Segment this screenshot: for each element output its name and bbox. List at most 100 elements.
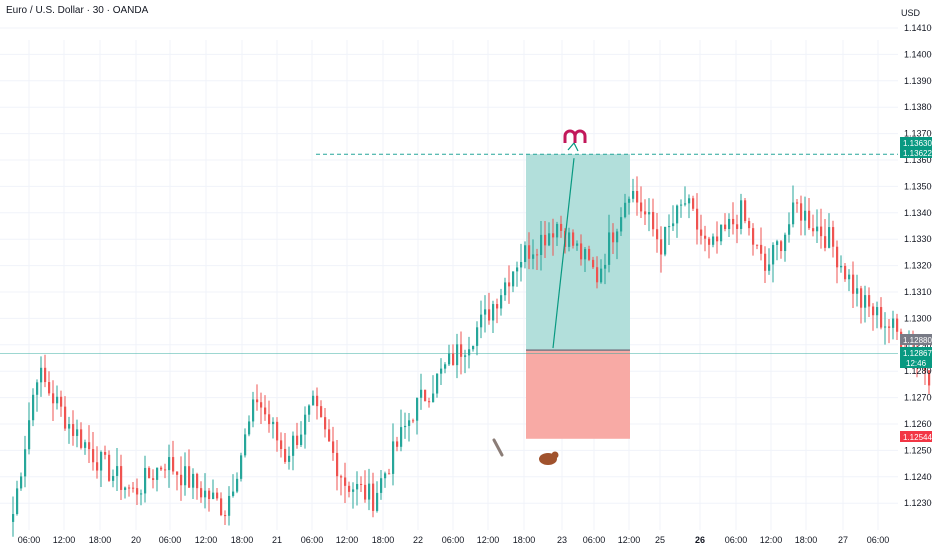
price-tag-box	[900, 431, 932, 442]
candle-body	[684, 203, 687, 205]
candle-body	[516, 267, 519, 272]
candle-body	[420, 389, 423, 398]
candle-body	[332, 441, 335, 453]
time-tick-label: 26	[695, 535, 705, 545]
candle-body	[464, 355, 467, 357]
candle-body	[352, 489, 355, 492]
candle-body	[204, 490, 207, 498]
price-tag-value: 1.12867	[903, 349, 932, 358]
candle-body	[272, 421, 275, 425]
candle-body	[472, 345, 475, 350]
candle-body	[224, 515, 227, 517]
candle-body	[408, 420, 411, 426]
candle-body	[812, 228, 815, 232]
magnet-icon	[563, 129, 587, 143]
candle-body	[724, 224, 727, 230]
candle-body	[732, 218, 735, 225]
candle-body	[192, 473, 195, 488]
candle-body	[196, 473, 199, 489]
candle-body	[796, 202, 799, 204]
time-tick-label: 25	[655, 535, 665, 545]
candle-body	[72, 424, 75, 436]
candle-body	[752, 228, 755, 245]
candle-body	[692, 198, 695, 209]
candle-body	[128, 487, 131, 489]
candle-body	[116, 466, 119, 476]
time-tick-label: 27	[838, 535, 848, 545]
candle-body	[188, 466, 191, 488]
candle-body	[664, 226, 667, 255]
candle-body	[884, 326, 887, 328]
candle-body	[520, 262, 523, 268]
price-tick-label: 1.13400	[904, 208, 932, 218]
candle-body	[248, 421, 251, 435]
candle-body	[536, 254, 539, 256]
price-tick-label: 1.12800	[904, 366, 932, 376]
candle-body	[68, 424, 71, 429]
price-tag-box	[900, 137, 932, 148]
time-tick-label: 12:00	[195, 535, 218, 545]
candle-body	[888, 326, 891, 328]
candle-body	[736, 224, 739, 229]
candle-body	[36, 382, 39, 395]
candle-body	[668, 226, 671, 228]
candle-body	[580, 243, 583, 260]
candle-body	[364, 484, 367, 500]
price-tick-label: 1.13900	[904, 76, 932, 86]
candle-body	[336, 452, 339, 477]
candle-body	[632, 191, 635, 199]
price-tick-label: 1.13600	[904, 155, 932, 165]
candle-body	[836, 246, 839, 268]
candle-body	[676, 205, 679, 224]
candle-body	[696, 208, 699, 230]
candle-body	[600, 268, 603, 283]
candle-body	[560, 223, 563, 231]
candle-body	[176, 471, 179, 475]
candle-body	[228, 495, 231, 516]
candle-body	[112, 475, 115, 481]
candle-body	[380, 478, 383, 493]
candle-body	[576, 243, 579, 246]
candle-body	[728, 218, 731, 230]
candle-body	[236, 478, 239, 492]
currency-label: USD	[900, 8, 920, 18]
candle-body	[160, 467, 163, 470]
candle-body	[308, 405, 311, 415]
candle-body	[788, 224, 791, 235]
candle-body	[212, 492, 215, 500]
candle-body	[832, 227, 835, 247]
target-arrow-line	[552, 158, 575, 349]
time-tick-label: 18:00	[89, 535, 112, 545]
candle-body	[328, 429, 331, 442]
time-tick-label: 12:00	[618, 535, 641, 545]
price-tick-label: 1.13200	[904, 261, 932, 271]
time-tick-label: 06:00	[159, 535, 182, 545]
overlays	[492, 129, 587, 465]
time-tick-label: 12:00	[336, 535, 359, 545]
price-tag-box	[900, 334, 932, 345]
price-tick-label: 1.13300	[904, 234, 932, 244]
candle-body	[892, 318, 895, 328]
candle-body	[340, 476, 343, 478]
candle-body	[604, 264, 607, 269]
price-tick-label: 1.12600	[904, 419, 932, 429]
price-tag-box	[900, 347, 932, 368]
candle-body	[552, 233, 555, 238]
candle-body	[136, 488, 139, 495]
candle-body	[316, 395, 319, 407]
candle-body	[284, 448, 287, 462]
candle-body	[636, 191, 639, 203]
candle-body	[780, 241, 783, 252]
candle-body	[800, 203, 803, 221]
candle-body	[544, 234, 547, 246]
price-tick-label: 1.14000	[904, 49, 932, 59]
time-tick-label: 06:00	[867, 535, 890, 545]
candle-body	[172, 457, 175, 472]
candle-body	[504, 282, 507, 296]
target-arrow-head	[567, 141, 579, 152]
candle-body	[612, 232, 615, 243]
candle-body	[492, 304, 495, 321]
